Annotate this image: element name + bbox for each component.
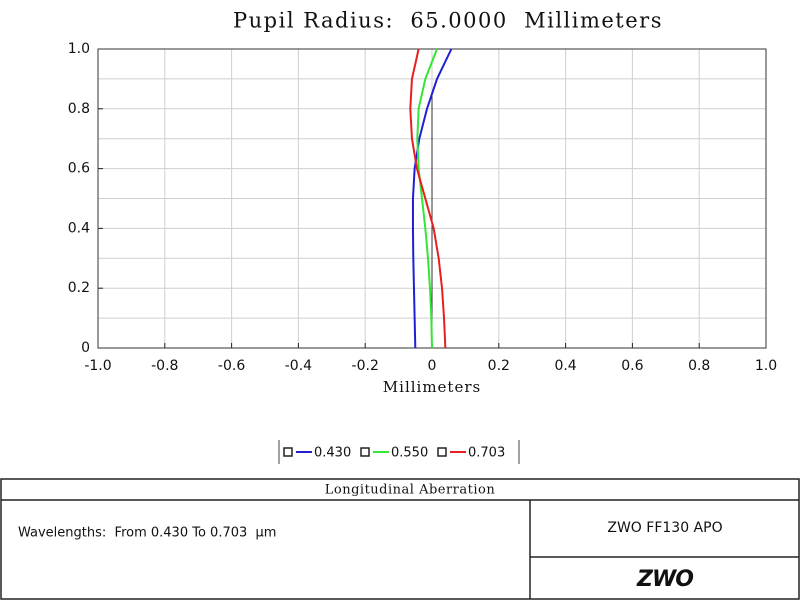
x-tick-label: 0.8: [688, 358, 710, 374]
x-tick-label: -1.0: [84, 358, 111, 374]
plot-name: Longitudinal Aberration: [325, 483, 496, 498]
y-tick-label: 1.0: [68, 41, 90, 57]
x-tick-label: 1.0: [755, 358, 777, 374]
logo: ZWO: [636, 567, 693, 592]
series-line: [409, 48, 447, 349]
x-tick-label: -0.2: [352, 358, 379, 374]
footer-frame: [0, 478, 800, 600]
x-tick-label: -0.6: [218, 358, 245, 374]
series-line: [411, 48, 453, 349]
system-name: ZWO FF130 APO: [607, 520, 722, 536]
x-axis-label: Millimeters: [383, 378, 481, 396]
x-tick-label: 0.6: [621, 358, 643, 374]
y-tick-label: 0.2: [68, 280, 90, 296]
y-tick-label: 0.8: [68, 101, 90, 117]
legend-label: 0.550: [391, 446, 428, 461]
x-tick-label: -0.8: [151, 358, 178, 374]
y-tick-label: 0.6: [68, 161, 90, 177]
x-tick-label: -0.4: [285, 358, 312, 374]
x-tick-label: 0.4: [554, 358, 576, 374]
legend-label: 0.430: [314, 446, 351, 461]
chart-title: Pupil Radius: 65.0000 Millimeters: [233, 9, 663, 33]
x-tick-label: 0.2: [488, 358, 510, 374]
legend-checkbox: [283, 447, 293, 457]
wavelengths: Wavelengths: From 0.430 To 0.703 µm: [18, 526, 276, 541]
series-line: [416, 48, 438, 349]
x-tick-label: 0: [428, 358, 437, 374]
legend-checkbox: [437, 447, 447, 457]
y-tick-label: 0.4: [68, 220, 90, 236]
y-tick-label: 0: [81, 340, 90, 356]
legend-checkbox: [360, 447, 370, 457]
legend-label: 0.703: [468, 446, 505, 461]
